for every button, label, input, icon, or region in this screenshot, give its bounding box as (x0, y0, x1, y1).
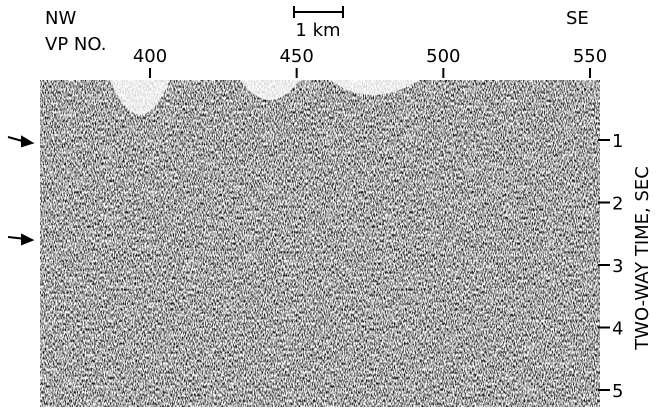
y-tick-label: 5 (612, 381, 623, 402)
vp-label: VP NO. (45, 34, 107, 55)
se-label: SE (566, 8, 589, 29)
y-tick-label: 1 (612, 131, 623, 152)
seismic-figure: NW VP NO. SE 1 km TWO-WAY TIME, SEC 400 4… (0, 0, 657, 407)
x-tick-label: 400 (133, 46, 167, 67)
x-tick-label: 500 (426, 46, 460, 67)
x-tick-label: 450 (279, 46, 313, 67)
nw-label: NW (45, 8, 76, 29)
arrow (8, 137, 32, 146)
y-tick-label: 4 (612, 319, 623, 340)
seismic-shading (40, 80, 600, 407)
arrow (8, 235, 32, 244)
y-axis-label: TWO-WAY TIME, SEC (632, 166, 653, 351)
x-tick-label: 550 (573, 46, 607, 67)
y-tick-label: 3 (612, 256, 623, 277)
page: NW VP NO. SE 1 km TWO-WAY TIME, SEC 400 4… (0, 0, 657, 407)
y-tick-label: 2 (612, 194, 623, 215)
scale-bar (294, 6, 343, 18)
scale-bar-label: 1 km (295, 20, 340, 41)
